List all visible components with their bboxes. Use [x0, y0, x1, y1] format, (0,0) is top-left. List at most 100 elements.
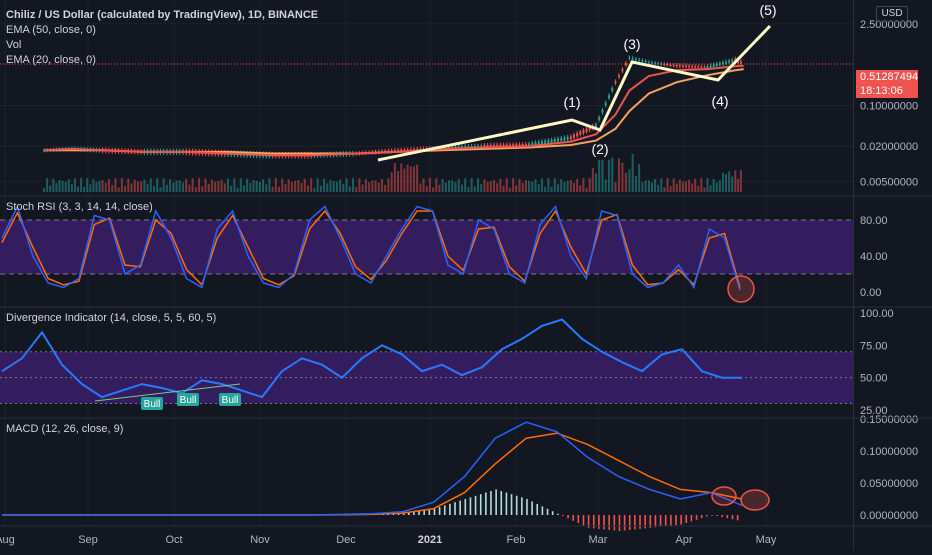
ema20-line [43, 64, 744, 157]
macd-histogram-bar [464, 499, 467, 515]
candle-body [582, 130, 585, 134]
macd-histogram-bar [675, 515, 677, 526]
volume-bar [441, 178, 444, 192]
candle-body [528, 143, 531, 147]
symbol-title[interactable]: Chiliz / US Dollar (calculated by Tradin… [6, 9, 319, 21]
volume-bar [368, 182, 371, 192]
candle-body [617, 75, 620, 78]
macd-histogram-bar [479, 494, 482, 515]
volume-bar [133, 179, 136, 192]
stoch-rsi-legend[interactable]: Stoch RSI (3, 3, 14, 14, close) [6, 200, 153, 215]
macd-histogram-bar [474, 495, 477, 515]
volume-bar [120, 178, 123, 192]
candle-body [499, 144, 502, 147]
macd-histogram-bar [495, 489, 497, 515]
volume-bar [265, 184, 268, 192]
volume-bar [188, 184, 191, 192]
indicator-ema20[interactable]: EMA (20, close, 0) [6, 54, 96, 66]
candle-body [451, 146, 454, 149]
candle-body [739, 61, 742, 65]
macd-histogram-bar [438, 507, 441, 515]
volume-bar [598, 159, 601, 192]
currency-button[interactable]: USD [876, 6, 908, 22]
ema-lines [0, 63, 853, 157]
candle-body [675, 65, 678, 67]
volume-bar [61, 181, 64, 192]
rsi-tick-label: 40.00 [860, 251, 888, 263]
volume-bar [101, 180, 104, 192]
macd-histogram-bar [716, 515, 718, 517]
volume-bar [604, 179, 607, 192]
macd-title: MACD (12, 26, close, 9) [6, 423, 124, 435]
divergence-tick-label: 50.00 [860, 373, 888, 385]
candle-body [614, 81, 617, 84]
volume-bar [454, 182, 457, 192]
candle-body [387, 150, 390, 152]
candle-body [678, 65, 681, 67]
indicator-vol[interactable]: Vol [6, 39, 22, 51]
volume-bar [547, 178, 550, 192]
x-tick-label: Nov [250, 534, 270, 546]
candle-body [390, 150, 393, 152]
volume-bar [162, 178, 165, 192]
volume-bar [300, 182, 303, 192]
volume-bar [419, 183, 422, 192]
volume-bar [258, 182, 261, 192]
candle-body [550, 139, 553, 143]
macd-histogram-bar [664, 515, 667, 527]
volume-bar [435, 178, 438, 192]
macd-histogram-bar [459, 500, 461, 515]
volume-bar [467, 187, 470, 192]
volume-bar [390, 172, 393, 192]
macd-histogram-bar [726, 515, 729, 519]
macd-histogram-bar [500, 491, 503, 515]
price-tick-label: 0.00500000 [860, 176, 918, 188]
volume-bar [582, 178, 585, 192]
volume-bar [518, 178, 521, 192]
volume-bar [681, 181, 684, 192]
volume-bar [591, 167, 594, 192]
candle-body [502, 144, 505, 147]
volume-bar [281, 178, 284, 192]
candle-body [634, 58, 637, 60]
volume-bar [524, 180, 527, 192]
volume-bar [607, 159, 610, 192]
candle-body [534, 142, 537, 146]
volume-bar [319, 185, 322, 192]
rsi-band [0, 220, 853, 274]
volume-bar [473, 186, 476, 192]
volume-bar [403, 168, 406, 192]
candle-body [403, 149, 406, 151]
volume-bar [297, 180, 300, 192]
x-tick-label: May [756, 534, 777, 546]
divergence-legend[interactable]: Divergence Indicator (14, close, 5, 5, 6… [6, 311, 216, 326]
volume-bar [239, 178, 242, 192]
candle-body [709, 65, 712, 68]
volume-bar [731, 176, 734, 192]
volume-bars [43, 153, 742, 192]
macd-histogram-bar [567, 515, 569, 519]
volume-bar [477, 178, 480, 192]
indicator-ema50[interactable]: EMA (50, close, 0) [6, 24, 96, 36]
divergence-title: Divergence Indicator (14, close, 5, 5, 6… [6, 312, 217, 324]
macd-legend[interactable]: MACD (12, 26, close, 9) [6, 422, 123, 437]
candle-body [694, 66, 697, 68]
volume-bar [721, 172, 724, 192]
macd-histogram-bar [582, 515, 585, 526]
volume-bar [377, 182, 380, 192]
x-tick-label: Aug [0, 534, 15, 546]
x-tick-label: 2021 [418, 534, 442, 546]
macd-histogram-bar [592, 515, 595, 529]
volume-bar [355, 187, 358, 192]
candle-body [688, 65, 691, 67]
volume-bar [406, 164, 409, 192]
price-tick-label: 0.10000000 [860, 100, 918, 112]
volume-bar [712, 178, 715, 192]
volume-bar [249, 182, 252, 192]
volume-bar [130, 183, 133, 192]
volume-bar [64, 181, 67, 192]
volume-bar [342, 183, 345, 192]
macd-histogram-bar [531, 501, 533, 515]
volume-bar [77, 186, 80, 192]
